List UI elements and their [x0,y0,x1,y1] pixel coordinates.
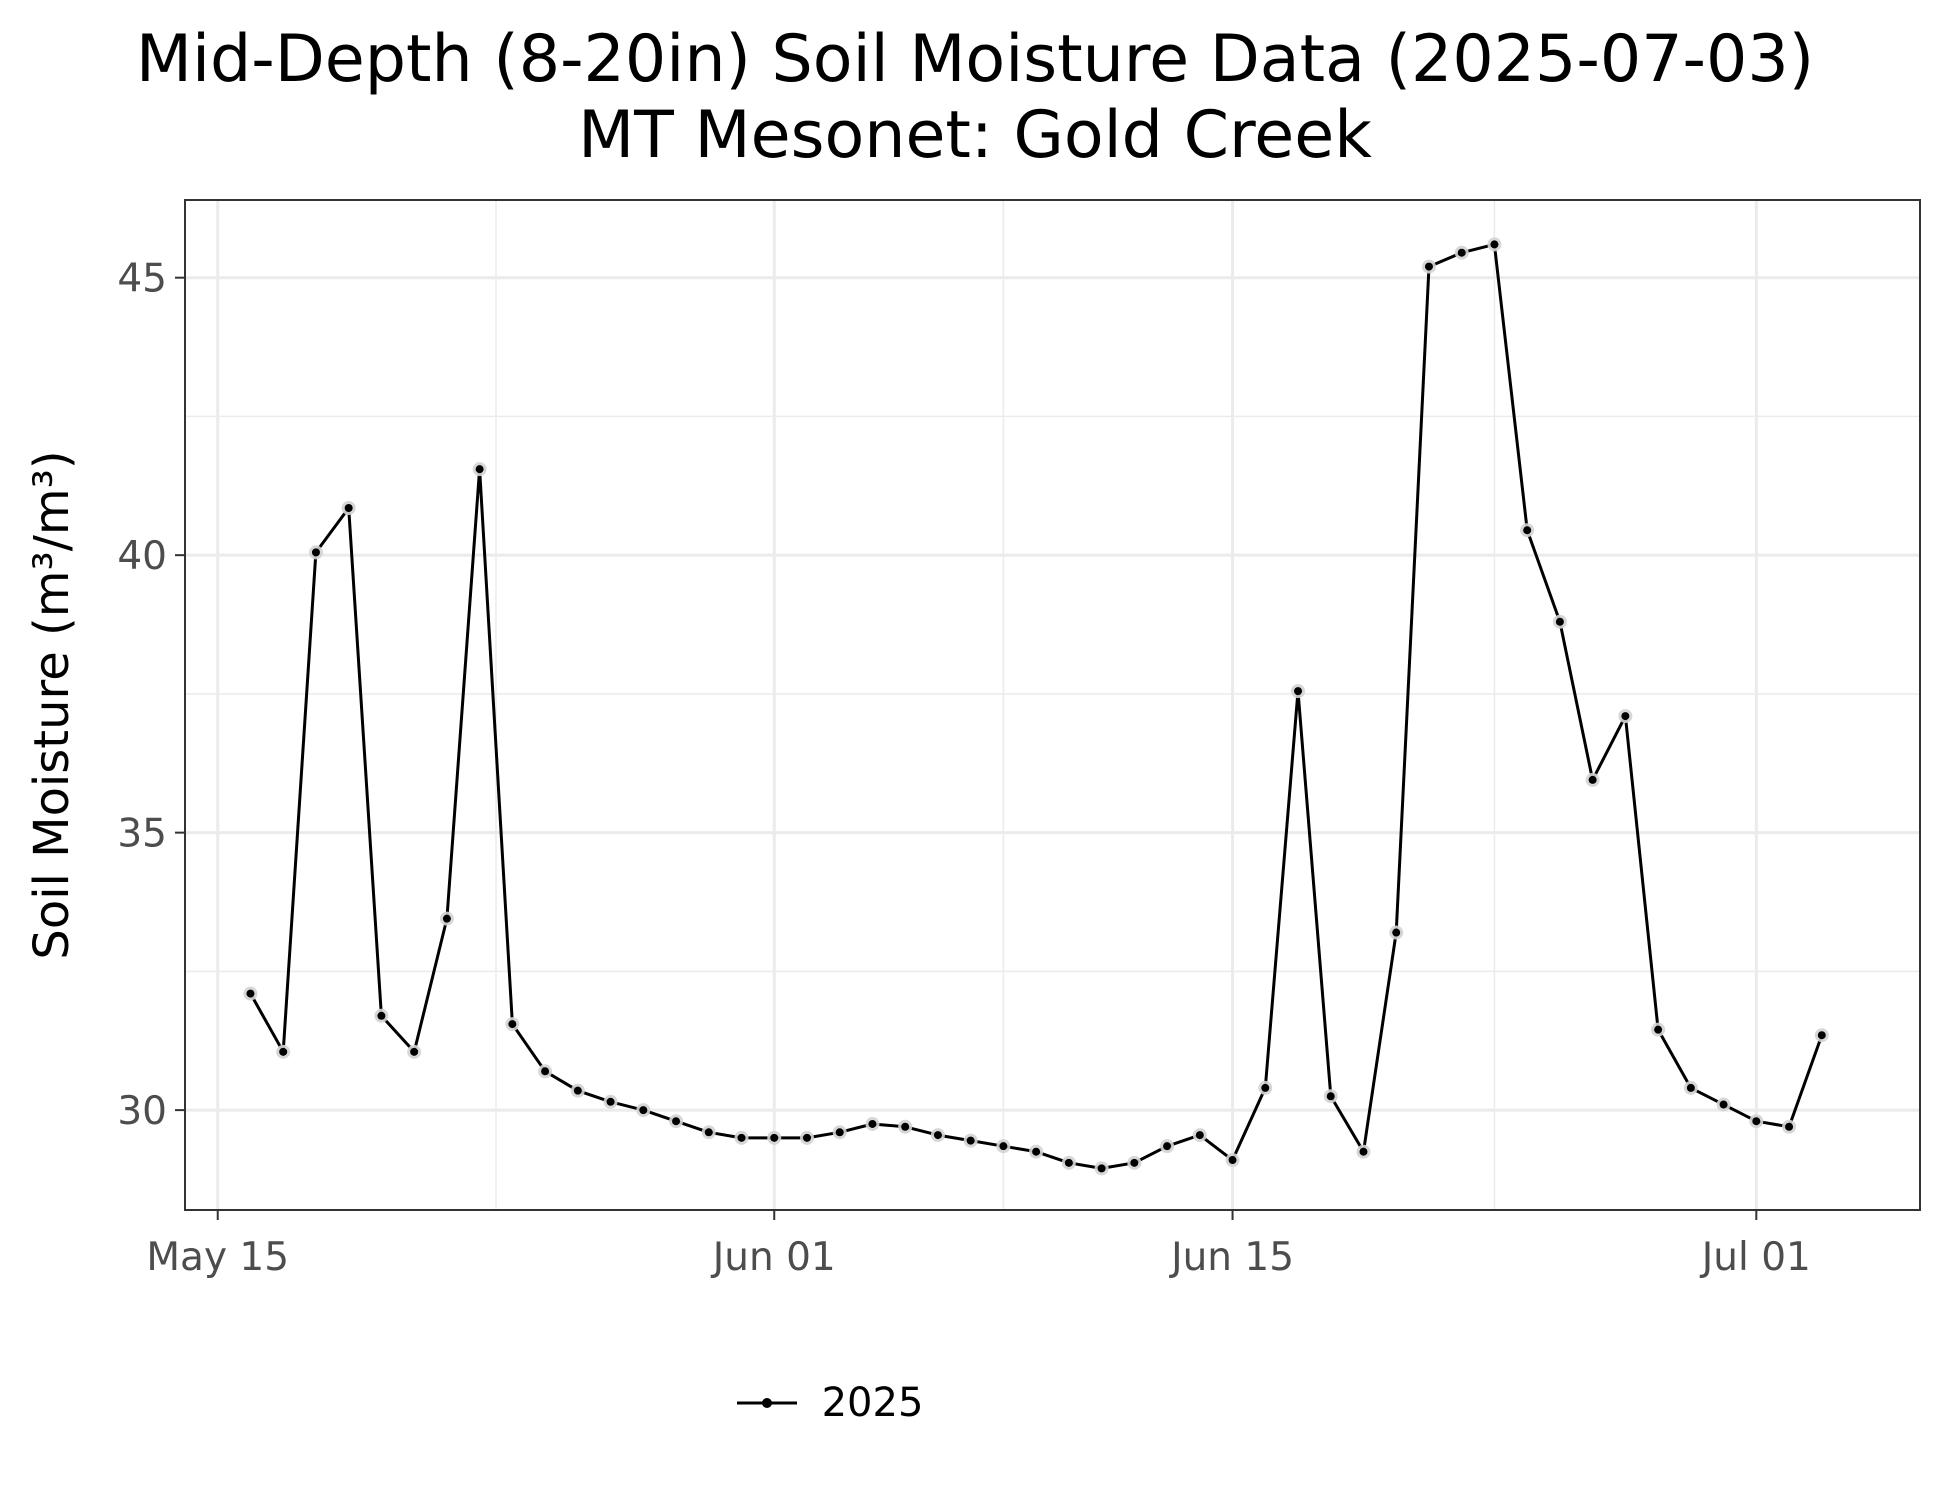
y-tick-label: 45 [117,257,167,302]
data-point [1588,775,1597,784]
data-point [606,1097,615,1106]
data-point [246,989,255,998]
data-point [1686,1083,1695,1092]
x-tick-label: Jun 01 [710,1235,836,1280]
data-point [999,1142,1008,1151]
data-point [737,1133,746,1142]
data-point [1752,1117,1761,1126]
data-point [1817,1031,1826,1040]
data-point [311,548,320,557]
data-point [344,503,353,512]
data-point [1785,1122,1794,1131]
data-point [1326,1092,1335,1101]
series-line-2025 [249,242,1824,1170]
x-tick-label: Jul 01 [1699,1235,1811,1280]
legend-label: 2025 [821,1380,924,1426]
plot-panel-border [184,199,1921,1211]
data-point [704,1128,713,1137]
data-point [1294,687,1303,696]
data-point [475,465,484,474]
data-point [1392,928,1401,937]
y-tick-label: 40 [117,534,167,579]
chart-title: Mid-Depth (8-20in) Soil Moisture Data (2… [135,22,1815,97]
y-tick-label: 30 [117,1089,167,1134]
legend-key-line-icon [736,1398,797,1408]
data-point [835,1128,844,1137]
data-point [901,1122,910,1131]
data-series [243,237,1829,1176]
data-point [868,1119,877,1128]
data-point [1261,1083,1270,1092]
chart-subtitle: MT Mesonet: Gold Creek [578,98,1372,173]
legend-item: 2025 [736,1380,924,1426]
data-point [1195,1131,1204,1140]
data-point [1064,1158,1073,1167]
data-point [1654,1025,1663,1034]
y-tick-label: 35 [117,812,167,857]
data-point [802,1133,811,1142]
data-point [672,1117,681,1126]
data-point [442,914,451,923]
y-axis-label: Soil Moisture (m³/m³) [24,450,80,959]
data-point [1523,526,1532,535]
data-point [1228,1156,1237,1165]
data-point [1130,1158,1139,1167]
data-point [639,1106,648,1115]
data-point [1719,1100,1728,1109]
data-point [508,1020,517,1029]
x-tick-label: May 15 [146,1235,289,1280]
data-point [770,1133,779,1142]
data-point [279,1047,288,1056]
data-point [1097,1164,1106,1173]
data-point [377,1011,386,1020]
data-point [1424,262,1433,271]
axes: May 15 Jun 01 Jun 15 Jul 01 30 35 40 45 [117,257,1811,1280]
grid-lines [185,200,1920,1210]
data-point [1555,617,1564,626]
data-point [1457,248,1466,257]
data-point [966,1136,975,1145]
legend: 2025 [0,1380,1950,1426]
x-tick-label: Jun 15 [1168,1235,1294,1280]
data-point [541,1067,550,1076]
data-point [573,1086,582,1095]
data-point [1163,1142,1172,1151]
data-point [933,1131,942,1140]
chart-title-block: Mid-Depth (8-20in) Soil Moisture Data (2… [0,22,1950,174]
data-point [1490,240,1499,249]
data-point [1359,1147,1368,1156]
data-point [1621,712,1630,721]
data-point [410,1047,419,1056]
data-point [1032,1147,1041,1156]
